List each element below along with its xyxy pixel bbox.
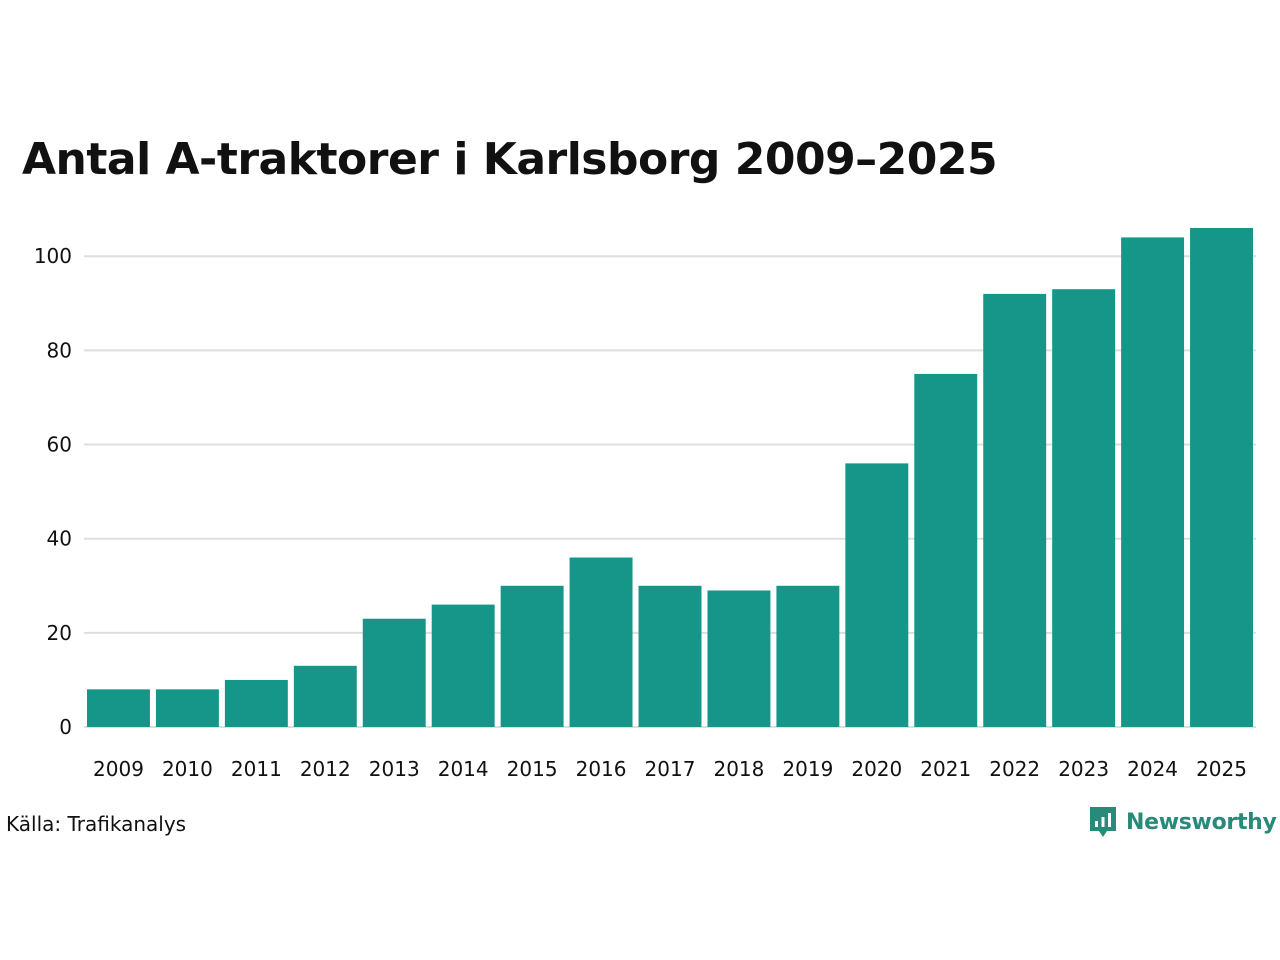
bar-2019 xyxy=(776,585,840,727)
y-tick-label: 0 xyxy=(59,715,72,739)
x-tick-label: 2013 xyxy=(369,757,420,781)
x-tick-label: 2009 xyxy=(93,757,144,781)
x-tick-label: 2022 xyxy=(989,757,1040,781)
bar-2013 xyxy=(362,618,426,727)
bar-2020 xyxy=(845,463,909,727)
x-tick-label: 2012 xyxy=(300,757,351,781)
bar-2017 xyxy=(638,585,702,727)
brand-name: Newsworthy xyxy=(1126,809,1277,835)
source-note: Källa: Trafikanalys xyxy=(6,812,187,836)
x-tick-label: 2018 xyxy=(713,757,764,781)
bar-2021 xyxy=(914,373,978,727)
x-tick-label: 2025 xyxy=(1196,757,1247,781)
x-tick-label: 2015 xyxy=(507,757,558,781)
chart-title: Antal A-traktorer i Karlsborg 2009–2025 xyxy=(22,134,998,185)
x-tick-label: 2011 xyxy=(231,757,282,781)
x-tick-label: 2017 xyxy=(645,757,696,781)
bar-2023 xyxy=(1052,289,1116,727)
y-tick-label: 60 xyxy=(47,433,72,457)
bar-2015 xyxy=(500,585,564,727)
y-tick-label: 100 xyxy=(34,244,72,268)
x-tick-label: 2020 xyxy=(851,757,902,781)
bar-2016 xyxy=(569,557,633,727)
newsworthy-logo-icon xyxy=(1088,804,1118,840)
bar-2024 xyxy=(1121,237,1185,727)
y-tick-label: 80 xyxy=(47,338,72,362)
bar-2011 xyxy=(224,679,288,727)
bar-2009 xyxy=(87,689,150,727)
x-tick-label: 2021 xyxy=(920,757,971,781)
bar-2025 xyxy=(1190,228,1253,727)
x-tick-label: 2024 xyxy=(1127,757,1178,781)
brand-logo: Newsworthy xyxy=(1088,804,1277,840)
y-tick-label: 20 xyxy=(47,621,72,645)
x-axis-ticks: 2009 2010 2011 2012 2013 2014 2015 2016 2017 2018… xyxy=(93,757,1247,781)
bar-2010 xyxy=(155,689,219,727)
bar-2018 xyxy=(707,590,771,727)
bar-2014 xyxy=(431,604,495,727)
bars xyxy=(87,228,1253,727)
y-tick-label: 40 xyxy=(47,527,72,551)
x-tick-label: 2023 xyxy=(1058,757,1109,781)
x-tick-label: 2010 xyxy=(162,757,213,781)
bar-2012 xyxy=(293,665,357,727)
x-tick-label: 2016 xyxy=(576,757,627,781)
x-tick-label: 2019 xyxy=(782,757,833,781)
y-axis-ticks: 0 20 40 60 80 100 xyxy=(34,244,72,739)
x-tick-label: 2014 xyxy=(438,757,489,781)
bar-2022 xyxy=(983,293,1047,727)
